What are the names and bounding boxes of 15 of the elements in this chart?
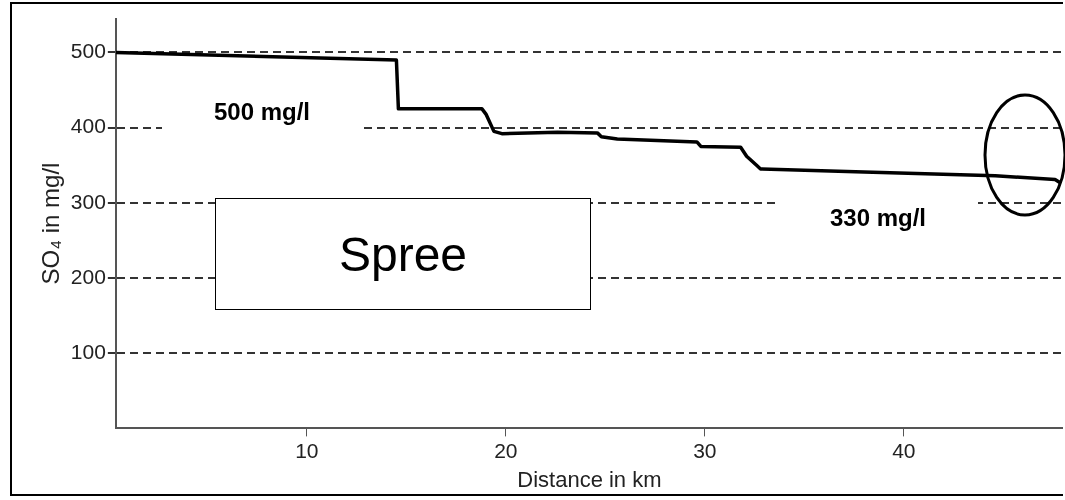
y-tick-label: 200: [70, 264, 106, 288]
text-box: Spree: [215, 198, 591, 310]
y-axis-title: SO₄ in mg/l: [37, 162, 65, 285]
y-tick-label: 300: [70, 189, 106, 213]
x-tick-label: 30: [693, 438, 717, 462]
x-tick-label: 20: [494, 438, 518, 462]
y-tick-label: 100: [70, 340, 106, 363]
annotation: 330 mg/l: [829, 204, 927, 232]
x-axis-title: Distance in km: [517, 466, 662, 492]
y-tick-label: 400: [70, 114, 106, 138]
y-tick-label: 500: [70, 39, 106, 63]
x-tick-label: 40: [892, 438, 916, 462]
x-tick-label: 10: [295, 438, 319, 462]
annotation: 500 mg/l: [213, 98, 311, 126]
annotation: Spree: [338, 226, 468, 282]
